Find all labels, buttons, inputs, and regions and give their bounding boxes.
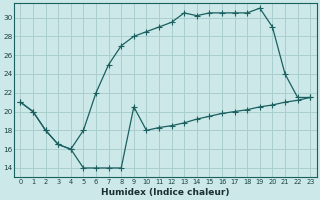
X-axis label: Humidex (Indice chaleur): Humidex (Indice chaleur) xyxy=(101,188,229,197)
